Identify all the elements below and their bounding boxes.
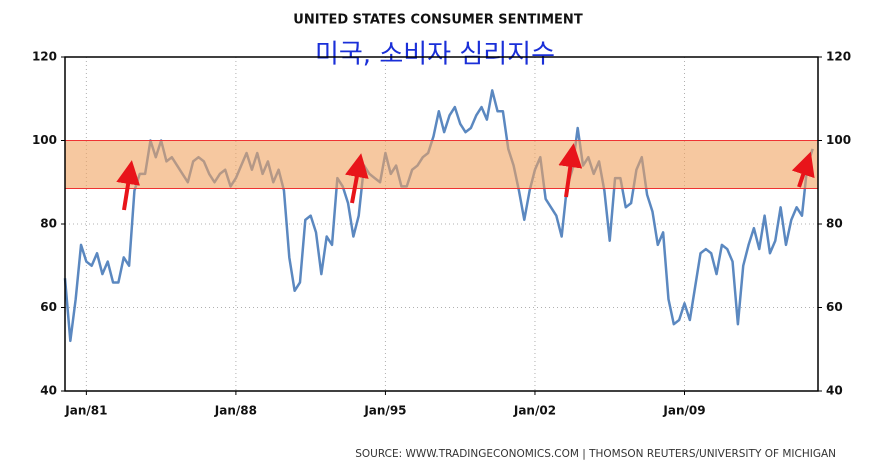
plot-frame [64,56,819,392]
plot-area: 40 40 60 60 80 80 100 100 120 120 Jan/81 Jan/88 Jan/… [32,50,851,418]
x-tick-label: Jan/88 [214,404,257,418]
y-tick-label: 80 [826,217,843,231]
highlight-band [65,140,818,189]
x-tick-label: Jan/09 [662,404,705,418]
data-line [63,89,814,343]
chart-subtitle: 미국, 소비자 심리지수 [315,40,555,70]
annotation-arrows [116,143,815,211]
y-tick-label: 100 [32,133,57,147]
y-tick-label: 80 [40,217,57,231]
y-tick-label: 40 [826,384,843,398]
x-tick-label: Jan/81 [64,404,107,418]
arrow [558,143,583,198]
arrow [345,153,369,204]
x-tick-label: Jan/02 [513,404,556,418]
arrow [791,151,815,188]
x-tick-label: Jan/95 [363,404,406,418]
chart-title: UNITED STATES CONSUMER SENTIMENT [293,13,583,28]
y-tick-label: 40 [40,384,57,398]
y-tick-label: 60 [40,300,57,314]
y-tick-label: 60 [826,300,843,314]
y-tick-label: 120 [32,50,57,64]
y-tick-label: 100 [826,133,851,147]
arrow [116,160,140,211]
y-tick-label: 120 [826,50,851,64]
source-note: SOURCE: WWW.TRADINGECONOMICS.COM | THOMS… [355,448,836,460]
